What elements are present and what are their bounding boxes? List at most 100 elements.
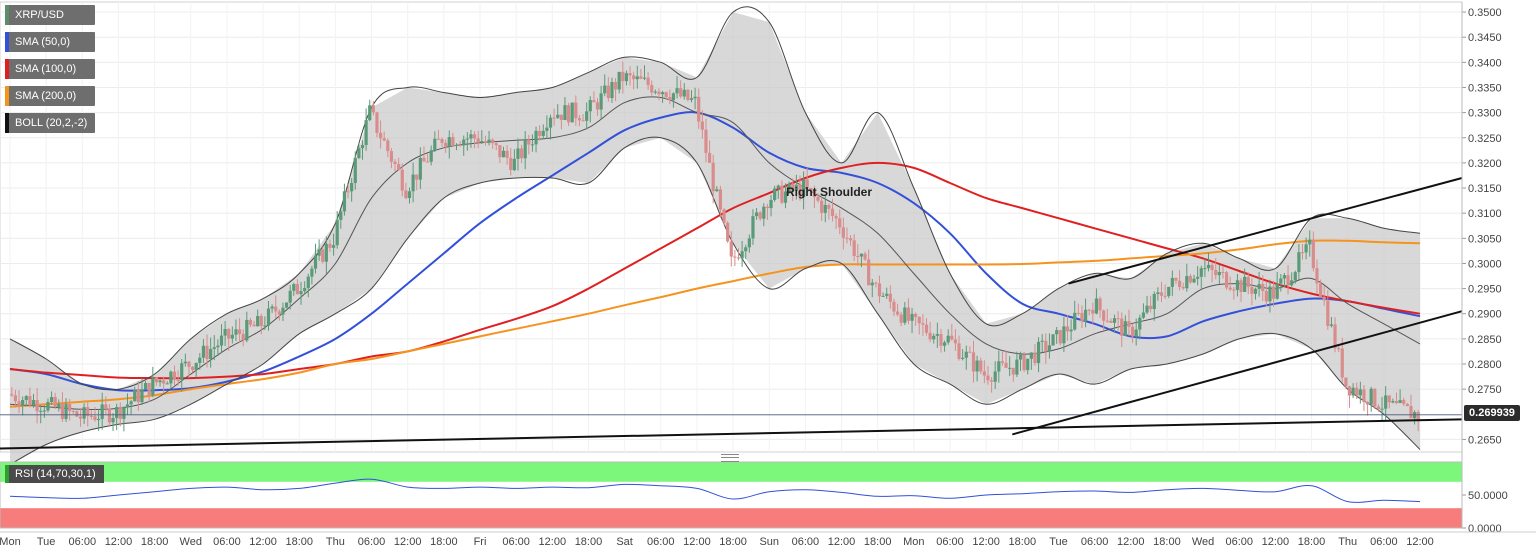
candle-body [523,139,527,159]
candle-body [762,206,766,219]
candle-body [104,404,108,409]
candle-body [899,314,903,323]
y-tick-label: 0.3350 [1468,82,1502,94]
candle-body [100,404,104,419]
candle-body [375,112,379,133]
legend-item-boll[interactable]: BOLL (20,2,-2) [5,113,96,133]
x-tick-label: Mon [903,536,924,548]
candle-body [1387,395,1391,403]
candle-body [845,237,849,239]
candle-body [780,185,784,203]
candle-body [310,268,314,277]
candle-body [1094,298,1099,314]
legend-swatch [5,5,9,25]
candle-body [964,351,968,358]
candle-body [1185,276,1189,289]
candle-body [1008,367,1012,369]
y-tick-label: 0.3300 [1468,108,1502,120]
candle-body [1308,239,1312,245]
candle-body [368,105,372,121]
candle-body [566,105,571,123]
candle-body [718,189,723,210]
rsi-legend-item[interactable]: RSI (14,70,30,1) [5,465,104,483]
legend-item-sma100[interactable]: SMA (100,0) [5,59,96,79]
y-tick-label: 0.2800 [1468,359,1502,371]
candle-body [599,93,603,110]
candle-body [895,311,900,315]
candle-body [595,102,600,110]
candle-body [10,394,14,396]
candle-body [1322,296,1326,301]
candle-body [877,283,882,297]
candle-body [111,418,115,423]
candle-body [707,152,712,163]
series-line-boll-upper [9,6,1421,391]
candle-body [653,91,657,93]
candle-body [198,357,202,363]
candle-body [469,134,473,139]
candle-body [24,396,28,400]
candle-body [172,371,177,380]
candle-body [129,401,133,405]
pane-resize-handle[interactable] [721,454,739,462]
candle-body [545,127,549,131]
legend-swatch [5,113,9,133]
candles [10,61,1420,432]
candle-body [64,404,68,419]
candle-body [440,139,444,143]
candle-body [31,400,36,406]
candle-body [82,407,86,419]
candle-body [1080,312,1084,322]
candle-body [151,377,155,396]
candle-body [1040,340,1044,342]
candle-body [1376,406,1381,410]
candle-body [1062,326,1066,344]
y-tick-label: 0.3400 [1468,57,1502,69]
legend-label: SMA (200,0) [15,90,77,102]
candle-body [241,333,245,341]
x-tick-label: 06:00 [936,536,964,548]
candle-body [1275,283,1279,299]
x-tick-label: 06:00 [1225,536,1253,548]
candle-body [407,191,412,199]
candle-body [726,222,730,242]
candle-body [169,371,173,384]
candle-body [248,319,253,325]
candle-body [1026,358,1030,371]
candle-body [230,334,234,339]
candle-body [433,138,437,151]
candle-body [1416,412,1420,420]
candle-body [722,209,726,223]
legend-label: BOLL (20,2,-2) [15,117,88,129]
legend-item-sma200[interactable]: SMA (200,0) [5,86,96,106]
candle-body [444,142,448,147]
candle-body [783,191,788,203]
candle-body [237,329,242,334]
candle-body [190,366,195,370]
candle-body [476,138,480,143]
candle-body [75,411,79,417]
candle-body [1065,326,1070,332]
candle-body [769,199,773,209]
candle-body [158,380,162,383]
legend-item-sma50[interactable]: SMA (50,0) [5,32,96,52]
candle-body [613,82,618,90]
candle-body [13,395,18,402]
candle-body [834,216,838,219]
candle-body [1304,244,1308,253]
candle-body [1174,277,1178,281]
candle-body [1405,403,1409,406]
candle-body [256,316,260,327]
x-tick-label: 18:00 [1153,536,1181,548]
candle-body [758,212,762,219]
candle-body [96,418,101,421]
candle-body [809,187,813,190]
legend: XRP/USD SMA (50,0) SMA (100,0) SMA (200,… [5,5,96,140]
candle-body [89,415,93,417]
candle-body [632,75,636,80]
legend-item-xrpusd[interactable]: XRP/USD [5,5,96,25]
candle-body [1300,252,1305,254]
rsi-overbought-zone [0,462,1462,482]
candle-body [274,306,278,312]
